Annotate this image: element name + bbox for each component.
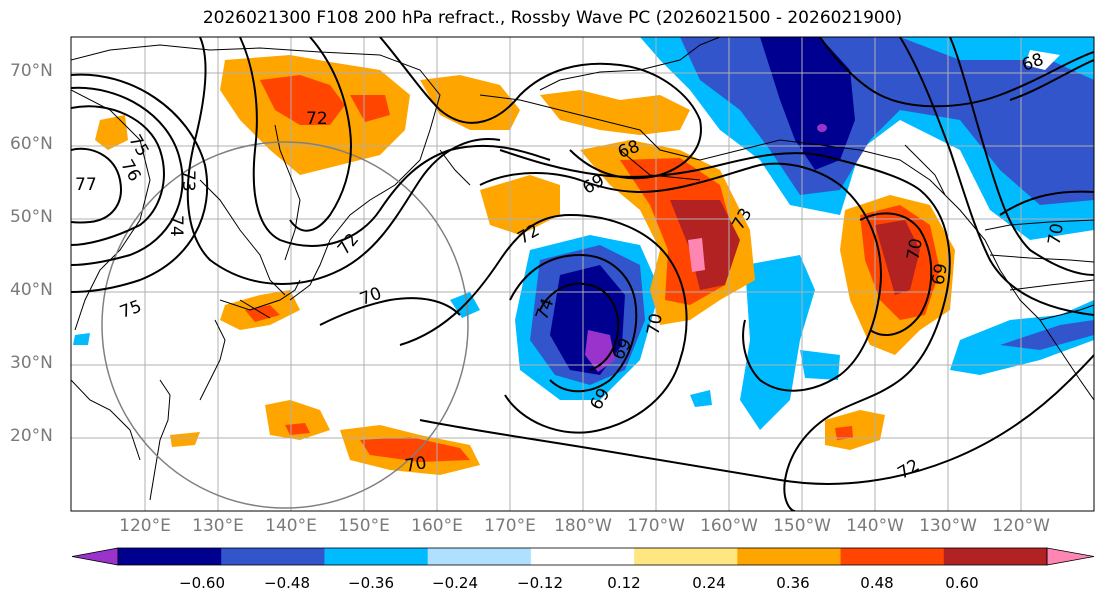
lon-label: 120°E	[119, 516, 171, 536]
lat-label: 20°N	[10, 426, 53, 446]
colorbar-extend-max	[1046, 547, 1095, 566]
colorbar-tick-label: −0.36	[348, 574, 394, 592]
lon-label: 130°E	[192, 516, 244, 536]
colorbar-tick-label: −0.48	[264, 574, 310, 592]
coastlines	[71, 37, 1094, 501]
colorbar-segment	[427, 548, 532, 565]
colorbar-tick-label: 0.60	[945, 574, 979, 592]
lon-label: 120°W	[992, 516, 1050, 536]
reference-circle	[101, 141, 469, 509]
lon-label: 150°W	[773, 516, 831, 536]
colorbar-segment	[324, 548, 429, 565]
colorbar-tick-label: −0.60	[179, 574, 225, 592]
plot-title: 2026021300 F108 200 hPa refract., Rossby…	[202, 8, 903, 28]
colorbar-tick-label: 0.24	[692, 574, 726, 592]
lon-label: 150°E	[338, 516, 390, 536]
map-frame	[70, 36, 1095, 512]
lon-label: 140°E	[265, 516, 317, 536]
contour-label: 70	[643, 312, 666, 337]
colorbar-tick-label: 0.48	[860, 574, 894, 592]
lat-label: 50°N	[10, 207, 53, 227]
contour-label: 72	[306, 109, 328, 129]
colorbar-tick-label: −0.24	[432, 574, 478, 592]
contour-label: 70	[1044, 222, 1067, 247]
colorbar-segment	[634, 548, 738, 565]
colorbar-tick-label: 0.36	[776, 574, 810, 592]
lon-label: 170°E	[484, 516, 536, 536]
colorbar-tick-label: −0.12	[517, 574, 563, 592]
contour-label: 70	[403, 453, 428, 476]
colorbar-segment	[737, 548, 842, 565]
colorbar-segment	[840, 548, 945, 565]
colorbar-segment	[221, 548, 325, 565]
lat-label: 30°N	[10, 353, 53, 373]
colorbar-segment	[530, 548, 635, 565]
lon-label: 160°E	[411, 516, 463, 536]
colorbar	[71, 547, 1095, 566]
contour-labels: 72 75 77 76 74 73 72 70 75 70 69 68 72 7…	[75, 50, 1068, 484]
contour-label: 77	[75, 175, 97, 195]
colorbar-segment	[118, 548, 222, 565]
colorbar-tick-label: 0.12	[607, 574, 641, 592]
lon-label: 170°W	[627, 516, 685, 536]
lon-label: 130°W	[919, 516, 977, 536]
colorbar-extend-min	[71, 547, 119, 566]
colorbar-frame	[117, 547, 1048, 566]
colorbar-segment	[943, 548, 1048, 565]
positive-anomaly-fields	[95, 50, 1060, 475]
contour-label: 74	[166, 215, 186, 237]
lat-label: 40°N	[10, 280, 53, 300]
lon-label: 160°W	[700, 516, 758, 536]
contour-label: 69	[928, 262, 951, 287]
contour-label: 70	[903, 237, 926, 262]
lon-label: 180°W	[554, 516, 612, 536]
height-contours	[71, 37, 1094, 511]
lon-label: 140°W	[846, 516, 904, 536]
contour-label: 73	[178, 170, 198, 192]
lat-label: 60°N	[10, 134, 53, 154]
lat-label: 70°N	[10, 61, 53, 81]
